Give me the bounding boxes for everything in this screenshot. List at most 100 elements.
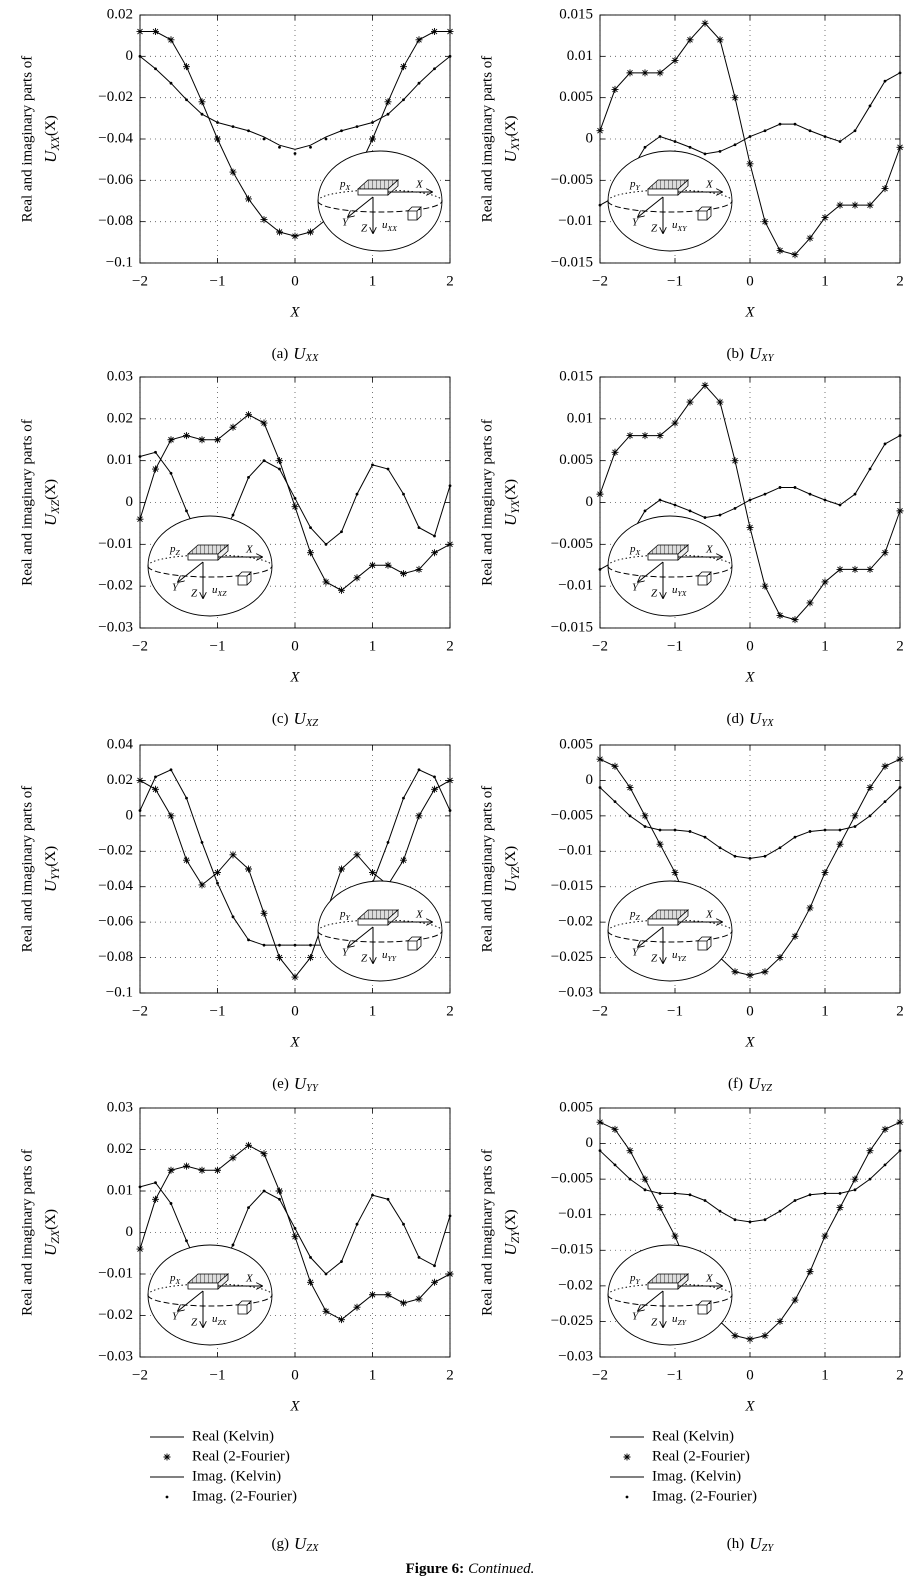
star-marker xyxy=(671,56,679,64)
dot-marker xyxy=(231,1243,235,1247)
y-tick-label: −0.04 xyxy=(98,130,133,146)
star-marker xyxy=(198,98,206,106)
star-marker xyxy=(641,69,649,77)
star-marker xyxy=(322,1307,330,1315)
dot-marker xyxy=(417,768,421,772)
star-marker xyxy=(136,515,144,523)
star-marker xyxy=(400,1299,407,1307)
y-axis-label-var-part: (X) xyxy=(503,479,519,500)
star-marker xyxy=(656,840,664,848)
legend-label: Imag. (Kelvin) xyxy=(652,1468,741,1484)
inset-box-side xyxy=(387,909,399,926)
inset-cube xyxy=(407,206,422,221)
dot-marker xyxy=(598,1149,602,1153)
star-marker xyxy=(791,616,799,624)
panel-caption-part: U xyxy=(294,709,308,728)
dot-marker xyxy=(324,137,328,141)
panel-caption-part: U xyxy=(748,1074,762,1093)
dot-marker xyxy=(748,1220,752,1224)
inset-load: pZ xyxy=(169,543,181,557)
star-marker xyxy=(291,232,299,240)
dot-marker xyxy=(169,768,173,772)
y-tick-label: 0 xyxy=(126,1224,134,1240)
star-marker xyxy=(245,411,252,419)
dot-marker xyxy=(673,828,677,832)
dot-marker xyxy=(262,137,266,141)
inset-y-label: Y xyxy=(172,1311,180,1323)
star-marker xyxy=(641,432,649,440)
inset-box-side xyxy=(677,544,689,561)
star-marker xyxy=(291,973,299,981)
star-marker xyxy=(836,840,844,848)
inset-response: uZX xyxy=(212,1313,227,1327)
star-marker xyxy=(896,507,904,515)
inset-response-part: ZX xyxy=(218,1318,227,1327)
dot-marker xyxy=(262,459,266,463)
y-tick-label: 0.015 xyxy=(559,6,593,22)
star-marker xyxy=(746,524,754,532)
dot-marker xyxy=(778,122,782,126)
x-tick-label: 2 xyxy=(896,1003,904,1019)
dot-marker xyxy=(673,1191,677,1195)
dot-marker xyxy=(154,1181,157,1185)
inset-response: uYY xyxy=(382,949,397,963)
inset-box-side xyxy=(217,1273,229,1290)
x-tick-label: 0 xyxy=(746,273,754,289)
dot-marker xyxy=(838,140,842,143)
inset-load-part: p xyxy=(169,1272,176,1284)
star-marker xyxy=(836,1204,844,1212)
star-marker xyxy=(152,28,159,36)
legend-swatch xyxy=(623,1453,631,1461)
star-marker xyxy=(136,28,144,36)
dot-marker xyxy=(371,121,374,124)
x-tick-label: −2 xyxy=(592,1367,608,1383)
star-marker xyxy=(746,1335,754,1343)
panel-caption-part: YZ xyxy=(760,1083,772,1094)
star-marker xyxy=(821,1232,829,1240)
star-marker xyxy=(183,856,190,864)
dot-marker xyxy=(200,112,204,116)
x-tick-label: −2 xyxy=(132,1367,148,1383)
panel-caption: (d) UYX xyxy=(726,709,774,730)
figure-caption-part: Continued. xyxy=(468,1561,534,1577)
star-marker xyxy=(353,574,361,582)
star-marker xyxy=(701,19,709,27)
star-marker xyxy=(214,436,221,444)
dot-marker xyxy=(868,1177,872,1181)
inset-x-label: X xyxy=(415,179,424,191)
y-axis-label-var-part: U xyxy=(501,1242,520,1256)
y-tick-label: −0.025 xyxy=(551,949,593,965)
dot-marker xyxy=(185,1239,188,1243)
y-tick-label: −0.01 xyxy=(558,578,593,594)
dot-marker xyxy=(853,1188,857,1192)
inset-box-front xyxy=(647,918,679,926)
star-marker xyxy=(369,135,376,143)
star-marker xyxy=(431,1278,438,1286)
dot-marker xyxy=(763,1218,767,1222)
x-tick-label: −1 xyxy=(210,273,226,289)
star-marker xyxy=(276,954,283,962)
star-marker xyxy=(276,1187,283,1195)
star-marker xyxy=(671,1232,679,1240)
inset-response: uXZ xyxy=(212,584,227,598)
dot-marker xyxy=(673,140,677,143)
dot-marker xyxy=(868,814,872,818)
dot-marker xyxy=(643,825,647,828)
star-marker xyxy=(716,398,724,406)
plot-frame xyxy=(599,744,901,994)
star-marker xyxy=(791,932,799,940)
y-tick-label: −0.015 xyxy=(551,619,593,635)
dot-marker xyxy=(293,152,297,155)
star-marker xyxy=(731,968,739,976)
x-tick-label: 1 xyxy=(369,273,377,289)
dot-marker xyxy=(823,1191,827,1195)
panel-caption: (h) UZY xyxy=(727,1534,775,1555)
x-axis-label: X xyxy=(289,304,300,320)
x-tick-label: −1 xyxy=(210,638,226,654)
inset-load: pX xyxy=(169,1272,181,1286)
dot-marker xyxy=(823,498,827,502)
inset-response-part: u xyxy=(672,584,678,596)
inset-y-arrow xyxy=(638,561,664,582)
inset-response-part: YY xyxy=(388,954,397,963)
star-marker xyxy=(836,565,844,573)
